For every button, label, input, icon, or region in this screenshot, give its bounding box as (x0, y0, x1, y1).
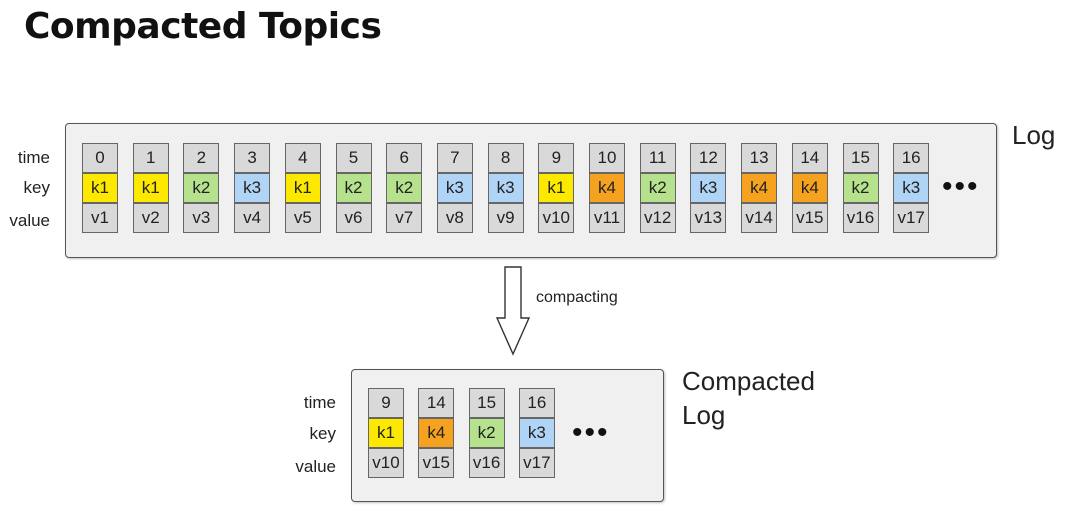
record-value-cell: v15 (418, 448, 455, 478)
log-panel (65, 123, 997, 258)
record-value-cell: v16 (468, 448, 505, 478)
record-key-cell: k2 (639, 173, 676, 203)
record-value-cell: v6 (335, 203, 372, 233)
record-value-cell: v14 (741, 203, 778, 233)
record-value-cell: v1 (82, 203, 118, 233)
record-time-cell: 2 (183, 143, 220, 173)
record-time-cell: 12 (690, 143, 727, 173)
record-time-cell: 9 (368, 388, 404, 418)
record-value-cell: v16 (842, 203, 879, 233)
compacted-row-label-key: key (309, 424, 336, 443)
record-key-cell: k4 (741, 173, 778, 203)
compacted-log-label-line2: Log (682, 400, 726, 430)
record-value-cell: v15 (791, 203, 828, 233)
record-value-cell: v12 (639, 203, 676, 233)
compacted-log-continuation: ••• (572, 416, 610, 449)
record-key-cell: k3 (234, 173, 271, 203)
record-key-cell: k2 (335, 173, 372, 203)
log-row-label-key: key (23, 178, 50, 197)
record-time-cell: 14 (418, 388, 455, 418)
record-key-cell: k3 (893, 173, 930, 203)
record-value-cell: v11 (589, 203, 625, 233)
record-key-cell: k2 (842, 173, 879, 203)
record-key-cell: k3 (436, 173, 473, 203)
record-value-cell: v10 (368, 448, 404, 478)
record-time-cell: 10 (589, 143, 625, 173)
record-value-cell: v3 (183, 203, 220, 233)
compacted-log-label-line1: Compacted (682, 366, 815, 396)
record-time-cell: 14 (791, 143, 828, 173)
compacted-row-label-value: value (295, 457, 336, 476)
log-row-label-value: value (9, 211, 50, 230)
log-label: Log (1012, 120, 1056, 150)
record-time-cell: 16 (518, 388, 555, 418)
record-value-cell: v17 (893, 203, 930, 233)
record-value-cell: v9 (487, 203, 524, 233)
record-key-cell: k4 (791, 173, 828, 203)
record-key-cell: k4 (589, 173, 625, 203)
record-value-cell: v10 (538, 203, 575, 233)
record-key-cell: k2 (183, 173, 220, 203)
log-continuation: ••• (942, 170, 980, 203)
page-title: Compacted Topics (24, 6, 382, 47)
record-time-cell: 5 (335, 143, 372, 173)
record-time-cell: 6 (386, 143, 423, 173)
record-time-cell: 13 (741, 143, 778, 173)
record-key-cell: k1 (368, 418, 404, 448)
record-key-cell: k2 (468, 418, 505, 448)
record-time-cell: 3 (234, 143, 271, 173)
record-key-cell: k4 (418, 418, 455, 448)
record-key-cell: k2 (386, 173, 423, 203)
record-key-cell: k1 (538, 173, 575, 203)
compacting-arrow (495, 266, 531, 356)
record-time-cell: 8 (487, 143, 524, 173)
record-key-cell: k1 (82, 173, 118, 203)
record-value-cell: v13 (690, 203, 727, 233)
record-key-cell: k3 (690, 173, 727, 203)
record-value-cell: v7 (386, 203, 423, 233)
record-value-cell: v17 (518, 448, 555, 478)
record-value-cell: v8 (436, 203, 473, 233)
record-value-cell: v5 (284, 203, 321, 233)
compacting-label: compacting (536, 289, 618, 306)
record-time-cell: 1 (132, 143, 169, 173)
record-key-cell: k3 (518, 418, 555, 448)
record-time-cell: 11 (639, 143, 676, 173)
record-time-cell: 15 (842, 143, 879, 173)
record-key-cell: k3 (487, 173, 524, 203)
compacted-row-label-time: time (303, 393, 336, 412)
log-row-label-time: time (17, 148, 50, 167)
record-time-cell: 0 (82, 143, 118, 173)
record-key-cell: k1 (132, 173, 169, 203)
record-value-cell: v2 (132, 203, 169, 233)
record-time-cell: 7 (436, 143, 473, 173)
record-time-cell: 15 (468, 388, 505, 418)
record-value-cell: v4 (234, 203, 271, 233)
record-time-cell: 4 (284, 143, 321, 173)
record-key-cell: k1 (284, 173, 321, 203)
record-time-cell: 9 (538, 143, 575, 173)
record-time-cell: 16 (893, 143, 930, 173)
